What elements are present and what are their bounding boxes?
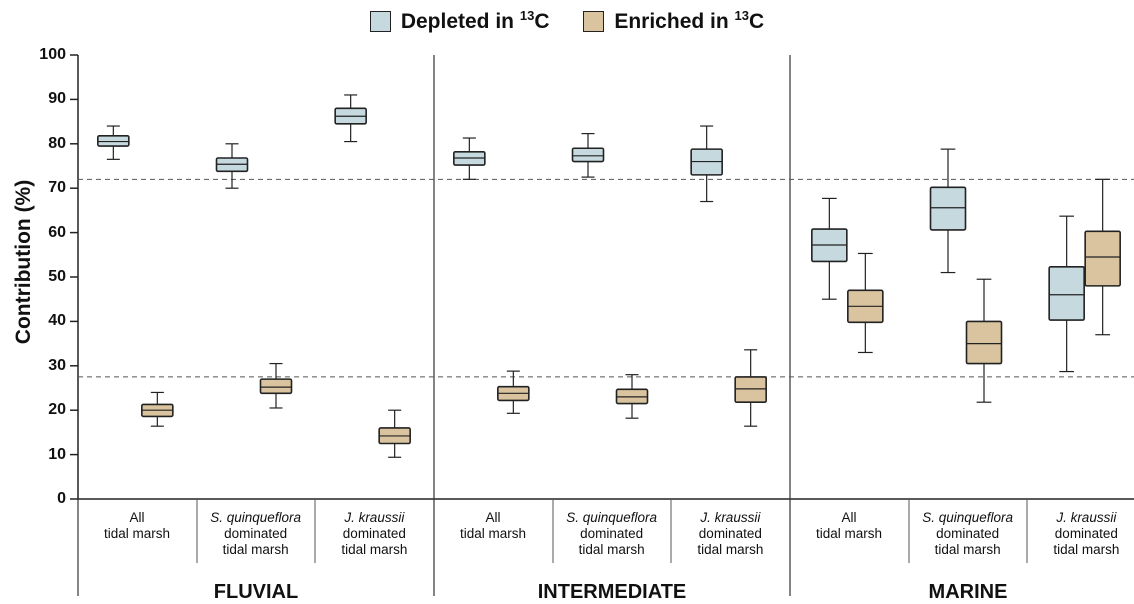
category-label: All tidal marsh: [790, 510, 908, 542]
category-label-line2: dominated: [698, 526, 762, 541]
legend-sup-depleted: 13: [519, 8, 535, 23]
category-label: S. quinqueflora dominated tidal marsh: [197, 510, 315, 558]
box-enriched: [497, 370, 530, 414]
box-iqr: [965, 320, 1003, 365]
box-depleted: [811, 197, 848, 300]
category-label: All tidal marsh: [434, 510, 552, 542]
category-label-line1: S. quinqueflora: [566, 510, 658, 525]
y-tick-label: 20: [48, 401, 66, 419]
category-label-line2: tidal marsh: [815, 526, 883, 541]
y-tick-label: 10: [48, 445, 66, 463]
category-label-line2: tidal marsh: [459, 526, 527, 541]
category-label-line3: tidal marsh: [341, 542, 408, 557]
category-label-line2: tidal marsh: [103, 526, 171, 541]
box-depleted: [334, 94, 367, 143]
category-label-line2: dominated: [580, 526, 644, 541]
box-depleted: [215, 143, 249, 189]
y-tick-label: 50: [48, 268, 66, 285]
box-depleted: [1048, 215, 1085, 373]
legend: Depleted in 13C Enriched in 13C: [0, 8, 1134, 34]
legend-tail-depleted: C: [534, 10, 550, 33]
box-enriched: [847, 252, 884, 354]
legend-sup-enriched: 13: [734, 8, 749, 23]
y-tick-label: 80: [48, 134, 66, 152]
box-iqr: [571, 147, 605, 163]
legend-label-depleted: Depleted in: [400, 10, 520, 33]
region-label-intermediate: INTERMEDIATE: [537, 581, 687, 603]
category-label: J. kraussii dominated tidal marsh: [315, 510, 433, 558]
category-label-line1: J. kraussii: [1056, 510, 1117, 525]
category-label-line1: S. quinqueflora: [922, 510, 1014, 525]
category-label-line2: dominated: [342, 526, 406, 541]
box-depleted: [453, 137, 486, 180]
category-label-line3: tidal marsh: [222, 542, 289, 557]
region-label-fluvial: FLUVIAL: [213, 581, 299, 603]
category-label-line2: dominated: [936, 526, 1000, 541]
box-enriched: [734, 349, 767, 427]
legend-item-enriched: Enriched in 13C: [583, 8, 764, 34]
y-tick-label: 90: [48, 90, 66, 108]
box-iqr: [97, 135, 130, 147]
category-label-line3: tidal marsh: [1053, 542, 1120, 557]
box-iqr: [929, 186, 967, 231]
box-iqr: [1084, 230, 1121, 287]
category-label: All tidal marsh: [78, 510, 196, 542]
box-depleted: [690, 125, 723, 203]
category-label-line3: tidal marsh: [934, 542, 1001, 557]
y-tick-label: 70: [48, 179, 66, 197]
category-label-line2: dominated: [224, 526, 288, 541]
y-tick-label: 40: [48, 312, 66, 330]
box-depleted: [929, 148, 967, 274]
box-enriched: [141, 391, 174, 427]
category-label: J. kraussii dominated tidal marsh: [1027, 510, 1134, 558]
box-enriched: [615, 374, 649, 419]
box-iqr: [734, 376, 767, 404]
y-tick-label: 60: [48, 223, 66, 241]
box-iqr: [259, 378, 293, 395]
legend-item-depleted: Depleted in 13C: [369, 8, 550, 34]
legend-swatch-depleted: [369, 11, 391, 32]
box-depleted: [571, 132, 605, 178]
category-label: S. quinqueflora dominated tidal marsh: [553, 510, 671, 558]
category-label: J. kraussii dominated tidal marsh: [671, 510, 789, 558]
category-label: S. quinqueflora dominated tidal marsh: [909, 510, 1027, 558]
box-enriched: [378, 409, 411, 458]
category-label-line1: All: [841, 510, 857, 525]
category-label-line2: dominated: [1054, 526, 1118, 541]
category-label-line3: tidal marsh: [697, 542, 764, 557]
category-label-line1: J. kraussii: [700, 510, 761, 525]
category-label-line1: J. kraussii: [344, 510, 405, 525]
category-label-line1: All: [129, 510, 145, 525]
category-label-line3: tidal marsh: [578, 542, 645, 557]
legend-tail-enriched: C: [749, 10, 765, 33]
box-enriched: [1084, 178, 1121, 336]
box-iqr: [1048, 265, 1085, 321]
legend-swatch-enriched: [583, 11, 605, 32]
box-depleted: [97, 125, 130, 160]
category-label-line1: S. quinqueflora: [210, 510, 302, 525]
category-label-line1: All: [485, 510, 501, 525]
y-tick-label: 100: [39, 46, 66, 63]
box-enriched: [965, 278, 1003, 403]
box-enriched: [259, 362, 293, 409]
y-tick-label: 30: [48, 356, 66, 374]
region-label-marine: MARINE: [928, 581, 1008, 603]
y-tick-label: 0: [57, 490, 66, 507]
legend-label-enriched: Enriched in: [614, 10, 735, 33]
